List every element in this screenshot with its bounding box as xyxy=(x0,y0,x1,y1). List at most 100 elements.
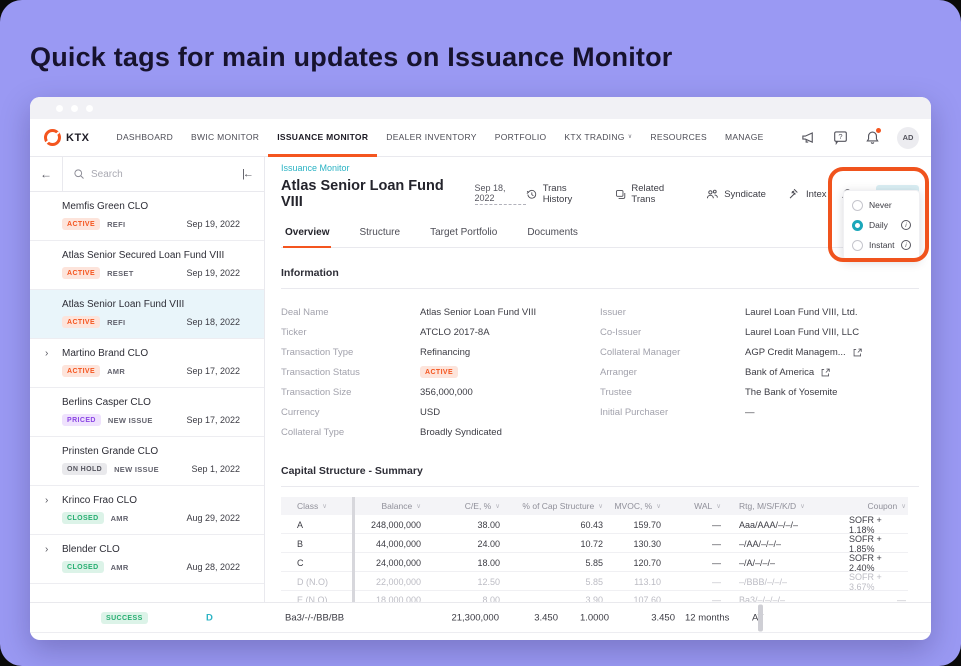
window-titlebar xyxy=(30,97,931,119)
field-label: Trustee xyxy=(600,386,632,398)
tab-documents[interactable]: Documents xyxy=(527,227,578,238)
list-item[interactable]: › Martino Brand CLO ACTIVE AMR Sep 17, 2… xyxy=(30,339,264,388)
table-row[interactable]: B 44,000,000 24.00 10.72 130.30 — –/AA/–… xyxy=(281,534,908,554)
deal-type: REFI xyxy=(107,317,126,327)
nav-item-resources[interactable]: RESOURCES xyxy=(650,131,707,142)
table-row[interactable]: E (N.O) 18,000,000 8.00 3.90 107.60 — Ba… xyxy=(281,591,908,602)
field-value: Atlas Senior Loan Fund VIII xyxy=(420,306,537,318)
intex-button[interactable]: Intex xyxy=(788,188,827,201)
field-label: Issuer xyxy=(600,306,626,318)
people-icon xyxy=(707,189,719,198)
chevron-down-icon: ∨ xyxy=(627,134,633,140)
field-value: 356,000,000 xyxy=(420,386,473,398)
table-row[interactable]: A 248,000,000 38.00 60.43 159.70 — Aaa/A… xyxy=(281,515,908,535)
info-icon[interactable]: i xyxy=(901,240,911,250)
column-header[interactable]: Class xyxy=(281,497,355,515)
list-item[interactable]: › Blender CLO CLOSED AMR Aug 28, 2022 xyxy=(30,535,264,584)
rating-value: Ba3/-/-/BB/BB xyxy=(285,612,345,623)
deal-name: Blender CLO xyxy=(62,544,120,555)
nav-item-portfolio[interactable]: PORTFOLIO xyxy=(494,131,547,142)
top-navigation: KTX DASHBOARD BWIC MONITOR ISSUANCE MONI… xyxy=(30,119,931,157)
brand-name: KTX xyxy=(66,131,90,144)
chevron-right-icon[interactable]: › xyxy=(45,544,49,555)
table-row[interactable]: D (N.O) 22,000,000 12.50 5.85 113.10 — –… xyxy=(281,572,908,592)
menu-item-never[interactable]: Never xyxy=(852,195,911,215)
column-header[interactable]: WAL xyxy=(661,497,721,515)
radio-selected-icon[interactable] xyxy=(852,219,863,231)
deal-name: Atlas Senior Loan Fund VIII xyxy=(62,299,185,310)
tab-overview[interactable]: Overview xyxy=(283,222,332,248)
avatar[interactable]: AD xyxy=(897,126,919,149)
column-header[interactable]: Balance xyxy=(355,497,421,515)
radio-icon[interactable] xyxy=(852,239,863,251)
table-row[interactable]: C 24,000,000 18.00 5.85 120.70 — –/A/–/–… xyxy=(281,553,908,573)
list-item-selected[interactable]: Atlas Senior Loan Fund VIII ACTIVE REFI … xyxy=(30,290,264,339)
tab-target-portfolio[interactable]: Target Portfolio xyxy=(430,227,498,238)
deal-type: AMR xyxy=(107,366,126,376)
list-item[interactable]: › Krinco Frao CLO CLOSED AMR Aug 29, 202… xyxy=(30,486,264,535)
nav-item-dealer-inventory[interactable]: DEALER INVENTORY xyxy=(386,131,477,142)
column-header[interactable]: Rtg, M/S/F/K/D xyxy=(721,497,849,515)
syndicate-button[interactable]: Syndicate xyxy=(706,188,766,201)
deal-name: Prinsten Grande CLO xyxy=(62,446,159,457)
info-icon[interactable]: i xyxy=(901,220,911,230)
status-badge: SUCCESS xyxy=(101,611,148,624)
tranche-class[interactable]: D xyxy=(206,612,213,623)
help-icon[interactable]: ? xyxy=(833,130,848,146)
field-value: AGP Credit Managem... xyxy=(745,347,863,358)
collapse-sidebar-icon[interactable]: |← xyxy=(242,168,254,180)
deal-date: Sep 1, 2022 xyxy=(191,464,240,474)
search-box[interactable] xyxy=(62,157,230,191)
column-header[interactable]: % of Cap Structure xyxy=(500,497,603,515)
status-badge: ACTIVE xyxy=(420,366,459,378)
status-badge: ACTIVE xyxy=(62,365,101,377)
deal-type: REFI xyxy=(107,219,126,229)
gavel-icon xyxy=(789,188,798,199)
megaphone-icon[interactable] xyxy=(801,130,816,145)
svg-text:?: ? xyxy=(838,132,842,141)
external-link-icon[interactable] xyxy=(852,347,863,358)
breadcrumb[interactable]: Issuance Monitor xyxy=(281,163,350,173)
list-item[interactable]: Berlins Casper CLO PRICED NEW ISSUE Sep … xyxy=(30,388,264,437)
window-control-icon[interactable] xyxy=(71,104,78,112)
frequency-dropdown-menu: Never Daily i Instant i xyxy=(843,190,920,260)
deal-name: Krinco Frao CLO xyxy=(62,495,138,506)
window-control-icon[interactable] xyxy=(56,104,63,112)
related-trans-button[interactable]: Related Trans xyxy=(615,183,684,205)
chevron-right-icon[interactable]: › xyxy=(45,495,49,506)
nav-item-issuance-monitor[interactable]: ISSUANCE MONITOR xyxy=(268,119,378,157)
list-item[interactable]: Prinsten Grande CLO ON HOLD NEW ISSUE Se… xyxy=(30,437,264,486)
list-item[interactable]: Atlas Senior Secured Loan Fund VIII ACTI… xyxy=(30,241,264,290)
capital-structure-section: Capital Structure - Summary Class Balanc… xyxy=(281,465,919,602)
nav-item-bwic-monitor[interactable]: BWIC MONITOR xyxy=(191,131,260,142)
deal-type: NEW ISSUE xyxy=(114,464,159,474)
column-header[interactable]: Coupon xyxy=(849,497,908,515)
nav-item-manage[interactable]: MANAGE xyxy=(724,131,764,142)
back-arrow-icon[interactable]: ← xyxy=(40,167,52,181)
nav-item-dashboard[interactable]: DASHBOARD xyxy=(116,131,174,142)
brand-logo[interactable]: KTX xyxy=(44,119,90,156)
nav-item-ktx-trading[interactable]: KTX TRADING ∨ xyxy=(564,131,633,142)
numeric-value: 3.450 xyxy=(651,612,675,623)
list-item[interactable]: Memfis Green CLO ACTIVE REFI Sep 19, 202… xyxy=(30,192,264,241)
status-badge: ACTIVE xyxy=(62,218,101,230)
menu-item-instant[interactable]: Instant i xyxy=(852,235,911,255)
column-header[interactable]: C/E, % xyxy=(421,497,500,515)
vertical-scrollbar[interactable] xyxy=(758,604,763,631)
deal-date: Sep 17, 2022 xyxy=(186,366,240,376)
search-input[interactable] xyxy=(91,168,201,180)
deal-date: Sep 18, 2022 xyxy=(186,317,240,327)
window-control-icon[interactable] xyxy=(86,104,93,112)
external-link-icon[interactable] xyxy=(820,367,831,378)
deals-sidebar: ← |← Memfis Green CLO ACTIVE REFI Sep 19… xyxy=(30,157,265,602)
deal-type: AMR xyxy=(110,562,129,572)
menu-item-daily[interactable]: Daily i xyxy=(852,215,911,235)
trans-history-button[interactable]: Trans History xyxy=(526,183,593,205)
deal-date-chip[interactable]: Sep 18, 2022 xyxy=(474,183,527,205)
deal-name: Martino Brand CLO xyxy=(62,348,149,359)
column-header[interactable]: MVOC, % xyxy=(603,497,661,515)
tab-structure[interactable]: Structure xyxy=(359,227,401,238)
notifications-bell-icon[interactable] xyxy=(865,128,881,145)
radio-icon[interactable] xyxy=(852,199,863,211)
chevron-right-icon[interactable]: › xyxy=(45,348,49,359)
